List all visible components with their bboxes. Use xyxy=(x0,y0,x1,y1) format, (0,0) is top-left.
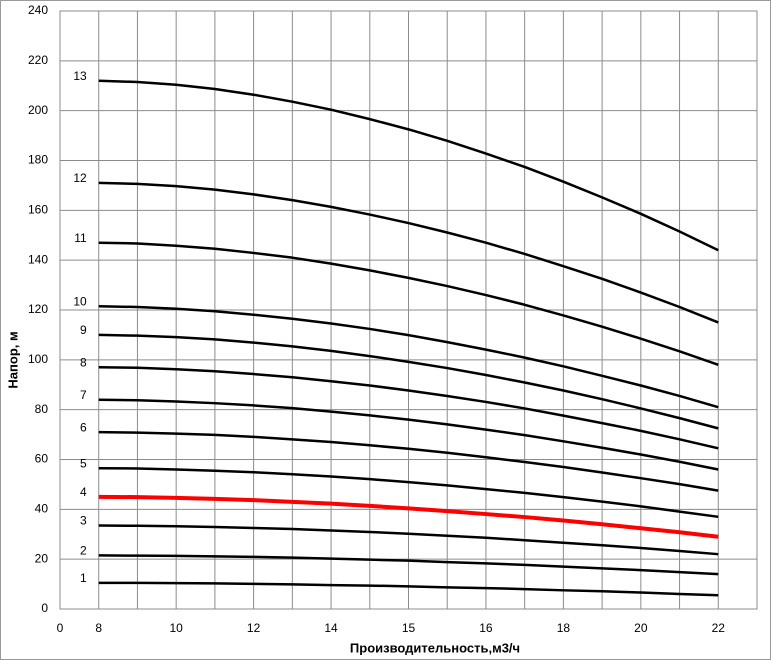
series-line xyxy=(98,398,719,471)
series-line xyxy=(98,241,719,366)
y-tick-label: 20 xyxy=(35,551,49,565)
x-tick-label: 15 xyxy=(402,621,416,635)
x-tick-label: 12 xyxy=(247,621,261,635)
y-tick-label: 40 xyxy=(35,502,49,516)
series-label: 12 xyxy=(73,171,87,185)
series-label: 5 xyxy=(80,456,87,470)
x-tick-label: 14 xyxy=(324,621,338,635)
y-tick-label: 0 xyxy=(41,601,48,615)
series-line xyxy=(98,581,719,597)
y-tick-label: 80 xyxy=(35,402,49,416)
x-tick-label: 22 xyxy=(712,621,726,635)
series-line xyxy=(98,554,719,576)
series-label: 10 xyxy=(73,294,87,308)
x-tick-label: 20 xyxy=(634,621,648,635)
x-tick-label: 0 xyxy=(57,621,64,635)
y-tick-label: 200 xyxy=(28,103,48,117)
y-tick-label: 140 xyxy=(28,252,48,266)
series-line xyxy=(98,366,719,450)
series-line xyxy=(98,524,719,556)
series-label: 11 xyxy=(74,231,87,245)
y-tick-label: 120 xyxy=(28,302,48,316)
y-tick-label: 100 xyxy=(28,352,48,366)
series-line xyxy=(98,430,719,492)
series-label: 13 xyxy=(73,69,87,83)
x-tick-label: 10 xyxy=(169,621,183,635)
y-tick-label: 180 xyxy=(28,153,48,167)
y-tick-label: 60 xyxy=(35,452,49,466)
series-line xyxy=(98,466,719,519)
y-tick-label: 220 xyxy=(28,53,48,67)
series-label: 9 xyxy=(80,323,87,337)
series-line xyxy=(98,79,719,252)
series-line xyxy=(98,333,719,430)
series-label: 2 xyxy=(80,544,87,558)
series-label: 3 xyxy=(80,514,87,528)
x-axis-label: Производительность,м3/ч xyxy=(350,640,520,655)
series-label: 4 xyxy=(80,485,87,499)
y-tick-label: 160 xyxy=(28,203,48,217)
series-label: 6 xyxy=(80,420,87,434)
series-label: 1 xyxy=(80,571,87,585)
x-tick-label: 16 xyxy=(479,621,493,635)
x-tick-label: 18 xyxy=(557,621,571,635)
series-label: 7 xyxy=(80,388,87,402)
series-line xyxy=(98,494,719,539)
y-axis-label: Напор, м xyxy=(5,331,20,388)
series-label: 8 xyxy=(80,355,87,369)
y-tick-label: 240 xyxy=(28,3,48,17)
series-line xyxy=(98,305,719,409)
x-tick-label: 8 xyxy=(95,621,102,635)
series-line xyxy=(98,181,719,324)
